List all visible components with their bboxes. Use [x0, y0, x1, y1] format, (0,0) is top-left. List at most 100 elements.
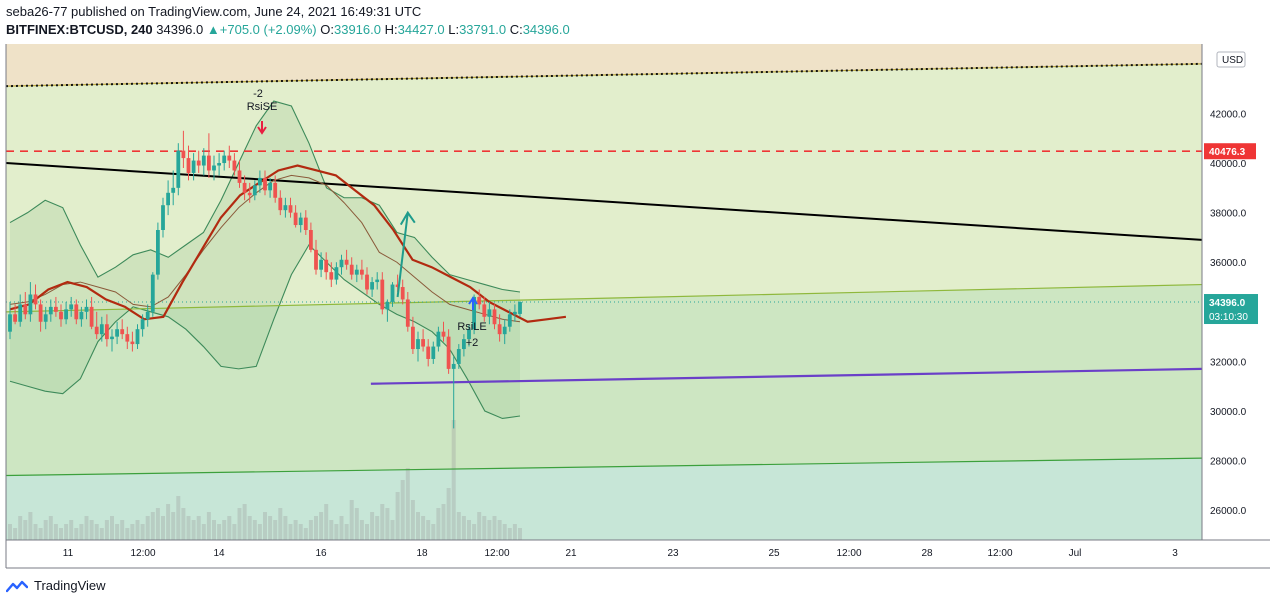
volume-bar — [472, 524, 477, 540]
volume-bar — [344, 524, 349, 540]
volume-bar — [74, 528, 79, 540]
volume-bar — [166, 504, 171, 540]
candle-body — [426, 346, 431, 359]
x-tick-label: 14 — [213, 548, 225, 559]
candle-body — [339, 259, 344, 268]
volume-bar — [518, 528, 522, 540]
y-tick-label: 26000.0 — [1210, 506, 1247, 517]
candle-body — [456, 349, 461, 364]
change-arrow-icon: ▲ — [206, 22, 220, 37]
volume-bar — [206, 512, 211, 540]
candle-body — [268, 182, 272, 191]
candle-body — [263, 177, 267, 191]
x-tick-label: 21 — [565, 548, 577, 559]
candle-body — [380, 279, 385, 310]
candle-body — [135, 329, 140, 345]
x-tick-label: 11 — [63, 548, 74, 559]
volume-bar — [227, 516, 232, 540]
candle-body — [314, 249, 318, 270]
candle-body — [370, 282, 374, 290]
volume-bar — [293, 520, 298, 540]
volume-bar — [354, 508, 359, 540]
candle-body — [181, 150, 186, 159]
volume-bar — [380, 504, 385, 540]
volume-bar — [222, 520, 227, 540]
volume-bar — [104, 520, 109, 540]
candle-body — [477, 296, 482, 305]
candle-body — [222, 155, 227, 164]
volume-bar — [94, 524, 99, 540]
volume-bar — [115, 524, 120, 540]
volume-bar — [252, 520, 257, 540]
open-value: 33916.0 — [333, 22, 381, 37]
volume-bar — [492, 516, 497, 540]
candle-body — [507, 314, 512, 327]
bollinger-upper — [9, 100, 521, 293]
volume-bar — [181, 508, 186, 540]
volume-bar — [370, 512, 375, 540]
volume-bar — [482, 516, 487, 540]
projection-arrow-head-icon — [399, 210, 416, 226]
volume-bar — [507, 528, 512, 540]
volume-bar — [79, 524, 84, 540]
volume-bar — [365, 524, 369, 540]
candle-body — [441, 331, 446, 337]
candle-body — [319, 259, 323, 270]
candle-body — [28, 294, 33, 315]
candle-body — [344, 259, 349, 265]
volume-bar — [176, 496, 181, 540]
volume-bar — [416, 512, 420, 540]
candle-body — [115, 329, 119, 337]
x-tick-label: 23 — [667, 548, 679, 559]
price-axis — [1202, 44, 1270, 540]
volume-bar — [461, 516, 466, 540]
candle-body — [502, 326, 507, 335]
volume-bar — [319, 512, 324, 540]
bollinger-lower — [9, 243, 521, 420]
volume-bar — [431, 524, 436, 540]
candle-body — [207, 155, 211, 171]
candle-body — [482, 304, 487, 317]
high-value: 34427.0 — [397, 22, 445, 37]
candle-body — [13, 314, 17, 322]
countdown-text: 03:10:30 — [1209, 312, 1248, 323]
x-tick-label: 18 — [416, 548, 428, 559]
volume-bar — [451, 420, 456, 540]
candle-body — [278, 197, 283, 211]
y-tick-label: 38000.0 — [1210, 209, 1247, 220]
candle-body — [59, 311, 63, 320]
volume-bar — [191, 520, 196, 540]
candle-body — [74, 304, 79, 320]
volume-bar — [242, 504, 247, 540]
volume-bar — [375, 516, 380, 540]
candle-body — [166, 192, 170, 206]
signal-long-count: +2 — [466, 337, 479, 349]
candle-body — [69, 304, 74, 310]
volume-bar — [64, 524, 69, 540]
x-tick-label: 12:00 — [484, 548, 509, 559]
candle-body — [23, 304, 28, 315]
last-price-text: 34396.0 — [1209, 298, 1246, 309]
x-tick-label: Jul — [1069, 548, 1082, 559]
candle-body — [125, 334, 130, 342]
lower-zone — [6, 458, 1202, 540]
candle-body — [365, 274, 369, 290]
volume-bar — [247, 516, 252, 540]
candle-body — [416, 339, 420, 350]
volume-bar — [436, 508, 441, 540]
candle-body — [18, 304, 23, 322]
volume-bar — [89, 520, 94, 540]
candle-body — [411, 326, 415, 350]
volume-bar — [48, 516, 53, 540]
y-tick-label: 28000.0 — [1210, 457, 1247, 468]
x-tick-label: 3 — [1172, 548, 1178, 559]
candle-body — [140, 319, 145, 330]
candle-body — [513, 311, 517, 315]
candle-body — [186, 158, 191, 173]
volume-bar — [349, 500, 354, 540]
projection-arrow-line — [396, 212, 409, 298]
candle-body — [217, 163, 221, 166]
volume-bar — [385, 508, 390, 540]
candle-body — [43, 314, 48, 322]
